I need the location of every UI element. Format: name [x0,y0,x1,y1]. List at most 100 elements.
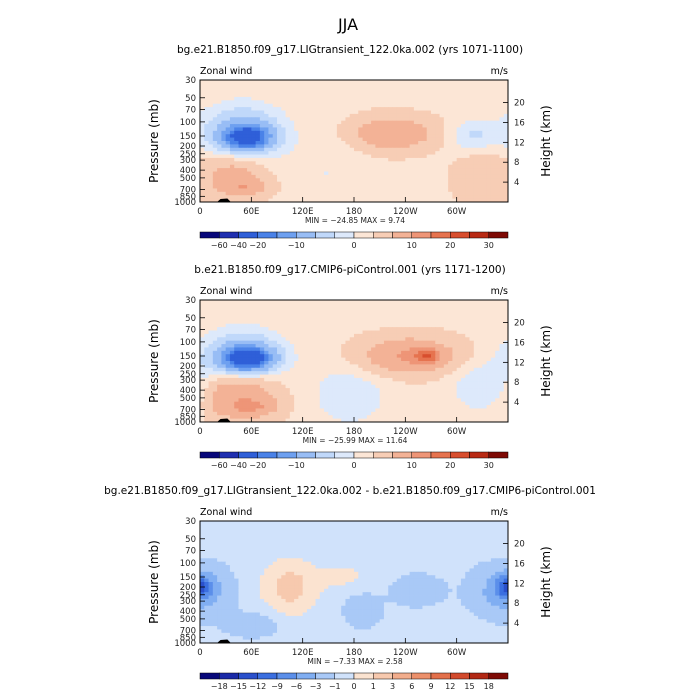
contour-cell [358,327,363,331]
contour-cell [478,337,483,342]
contour-cell [306,168,312,172]
contour-cell [268,137,274,142]
contour-cell [234,323,239,328]
contour-cell [302,147,308,152]
contour-cell [242,178,248,183]
contour-cell [324,300,329,304]
contour-cell [302,188,308,193]
contour-cell [204,384,209,389]
contour-cell [259,300,265,304]
contour-cell [392,377,398,382]
contour-cell [443,174,449,179]
contour-cell [490,381,496,386]
contour-cell [229,130,235,135]
contour-cell [431,168,436,172]
contour-cell [349,364,355,369]
contour-cell [255,100,261,105]
contour-cell [319,316,325,321]
contour-cell [328,300,334,304]
contour-cell [503,80,509,84]
contour-cell [238,107,244,111]
contour-cell [225,107,231,111]
contour-cell [366,80,372,84]
contour-cell [362,137,368,142]
contour-cell [456,388,462,392]
contour-cell [460,103,466,108]
contour-cell [242,195,248,200]
contour-cell [409,340,415,345]
contour-cell [341,154,346,159]
contour-cell [281,350,286,355]
contour-cell [409,330,415,335]
contour-cell [336,303,342,308]
contour-cell [448,381,453,386]
contour-cell [503,154,509,159]
contour-cell [439,93,445,98]
contour-cell [422,178,428,183]
contour-cell [272,388,278,392]
contour-cell [234,361,239,365]
contour-cell [264,93,269,98]
contour-cell [383,405,389,409]
contour-cell [413,320,419,325]
contour-cell [435,103,440,108]
contour-cell [242,391,248,396]
contour-cell [234,333,239,338]
contour-cell [229,157,235,162]
contour-cell [311,394,316,399]
contour-cell [251,151,257,155]
contour-cell [435,330,440,335]
contour-cell [315,306,321,311]
contour-cell [383,127,389,132]
contour-cell [465,195,470,200]
contour-cell [379,320,385,325]
contour-cell [332,117,338,122]
contour-cell [392,306,398,311]
contour-cell [306,340,312,345]
contour-cell [234,377,239,382]
contour-cell [315,377,321,382]
contour-cell [302,357,308,362]
contour-cell [495,110,500,115]
contour-cell [460,161,466,166]
contour-cell [473,151,479,155]
contour-cell [289,306,295,311]
contour-cell [200,323,205,328]
contour-cell [392,350,398,355]
contour-cell [465,161,470,166]
contour-cell [366,320,372,325]
contour-cell [225,137,231,142]
contour-cell [388,107,393,111]
contour-cell [443,361,449,365]
contour-cell [294,107,299,111]
lon-tick-label: 180 [346,207,362,217]
contour-cell [469,151,475,155]
contour-cell [435,405,440,409]
contour-cell [460,96,466,101]
contour-cell [298,327,304,331]
contour-cell [294,313,299,318]
contour-cell [302,154,308,159]
contour-cell [225,117,231,122]
contour-cell [473,137,479,142]
contour-cell [388,134,393,139]
contour-cell [221,93,227,98]
contour-cell [272,144,278,149]
contour-cell [204,388,209,392]
contour-cell [478,405,483,409]
contour-cell [332,147,338,152]
contour-cell [204,130,209,135]
contour-cell [332,113,338,118]
contour-cell [388,157,393,162]
contour-cell [238,357,244,362]
contour-cell [225,316,231,321]
contour-cell [465,191,470,196]
contour-cell [336,107,342,111]
contour-cell [242,408,248,413]
contour-cell [315,310,321,314]
contour-cell [388,344,393,348]
contour-cell [247,86,252,91]
contour-cell [503,388,509,392]
contour-cell [238,398,244,403]
contour-cell [247,93,252,98]
